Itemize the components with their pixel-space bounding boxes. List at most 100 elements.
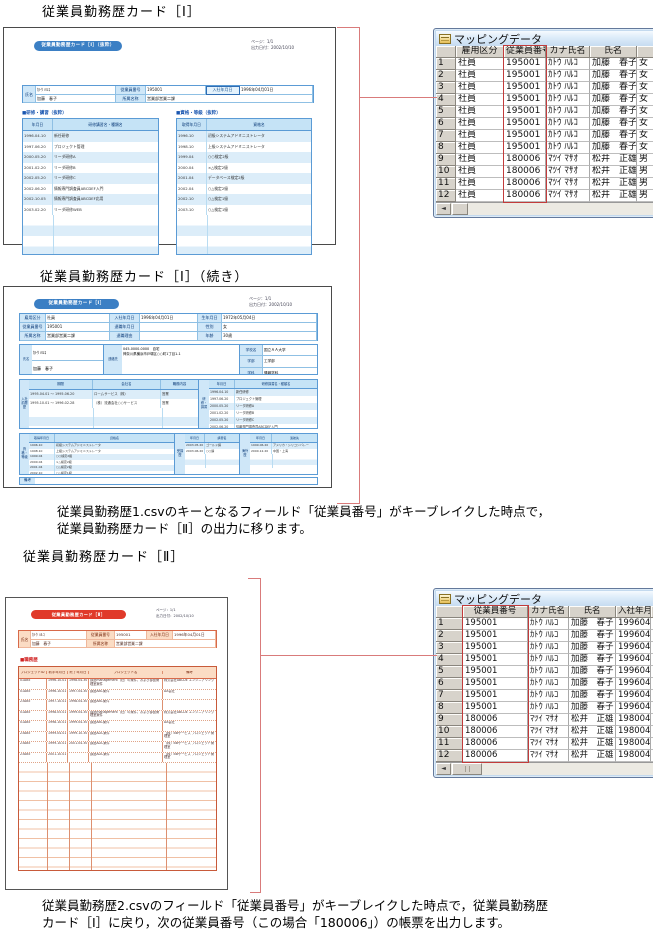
cell[interactable]: 社員 xyxy=(456,70,504,82)
cell[interactable]: 加藤 春子 xyxy=(569,690,616,702)
cell[interactable]: 加藤 春子 xyxy=(590,130,637,142)
cell[interactable]: 社員 xyxy=(456,58,504,70)
cell[interactable]: 女 xyxy=(637,70,653,82)
cell[interactable]: 松井 正雄 xyxy=(590,166,637,178)
cell[interactable]: 195001 xyxy=(463,666,528,678)
cell[interactable]: 加藤 春子 xyxy=(590,118,637,130)
grid-row[interactable]: 5 195001 ｶﾄｳ ﾊﾙｺ 加藤 春子 19960401 xyxy=(436,666,653,678)
cell[interactable]: 女 xyxy=(637,82,653,94)
cell[interactable]: 19960401 xyxy=(616,654,651,666)
grid-row[interactable]: 2 195001 ｶﾄｳ ﾊﾙｺ 加藤 春子 19960401 xyxy=(436,630,653,642)
row-number-cell[interactable]: 4 xyxy=(436,654,463,666)
row-number-cell[interactable]: 5 xyxy=(436,666,463,678)
cell[interactable]: ﾏﾂｲ ﾏｻｵ xyxy=(528,714,569,726)
cell[interactable]: 加藤 春子 xyxy=(569,642,616,654)
cell[interactable]: 加藤 春子 xyxy=(569,702,616,714)
cell[interactable]: 180006 xyxy=(504,190,546,202)
cell[interactable]: 女 xyxy=(637,118,653,130)
grid-row[interactable]: 7 社員 195001 ｶﾄｳ ﾊﾙｺ 加藤 春子 女 xyxy=(436,130,653,142)
horizontal-scrollbar[interactable]: ◄ xyxy=(436,202,653,215)
cell[interactable] xyxy=(651,678,653,690)
cell[interactable]: ｶﾄｳ ﾊﾙｺ xyxy=(528,654,569,666)
cell[interactable]: 社員 xyxy=(456,94,504,106)
cell[interactable]: ｶﾄｳ ﾊﾙｺ xyxy=(546,82,590,94)
cell[interactable]: 加藤 春子 xyxy=(590,142,637,154)
cell[interactable]: 195001 xyxy=(504,82,546,94)
cell[interactable]: ﾏﾂｲ ﾏｻｵ xyxy=(546,166,590,178)
cell[interactable]: 180006 xyxy=(504,154,546,166)
row-number-cell[interactable]: 5 xyxy=(436,106,456,118)
horizontal-scrollbar[interactable]: ◄ xyxy=(436,762,653,775)
cell[interactable]: 女 xyxy=(637,106,653,118)
cell[interactable]: 19800401 xyxy=(616,726,651,738)
cell[interactable]: 女 xyxy=(637,142,653,154)
cell[interactable]: 195001 xyxy=(504,70,546,82)
cell[interactable]: 男 xyxy=(637,178,653,190)
grid-row[interactable]: 10 社員 180006 ﾏﾂｲ ﾏｻｵ 松井 正雄 男 xyxy=(436,166,653,178)
grid-row[interactable]: 1 195001 ｶﾄｳ ﾊﾙｺ 加藤 春子 19960401 営 xyxy=(436,618,653,630)
grid-row[interactable]: 4 195001 ｶﾄｳ ﾊﾙｺ 加藤 春子 19960401 xyxy=(436,654,653,666)
cell[interactable]: ｶﾄｳ ﾊﾙｺ xyxy=(528,702,569,714)
scroll-left-button[interactable]: ◄ xyxy=(436,203,451,215)
cell[interactable]: 男 xyxy=(637,154,653,166)
cell[interactable]: 松井 正雄 xyxy=(569,726,616,738)
column-header[interactable]: 雇用区分 xyxy=(456,46,504,58)
grid-row[interactable]: 6 195001 ｶﾄｳ ﾊﾙｺ 加藤 春子 19960401 xyxy=(436,678,653,690)
column-header[interactable]: 従業員番号 xyxy=(463,606,528,618)
cell[interactable]: ﾏﾂｲ ﾏｻｵ xyxy=(546,178,590,190)
cell[interactable]: 19960401 xyxy=(616,666,651,678)
scrollbar-thumb[interactable] xyxy=(452,203,468,215)
column-header[interactable] xyxy=(651,606,653,618)
row-number-cell[interactable]: 9 xyxy=(436,714,463,726)
cell[interactable] xyxy=(651,666,653,678)
cell[interactable]: 社員 xyxy=(456,166,504,178)
cell[interactable]: 社員 xyxy=(456,142,504,154)
window-titlebar[interactable]: マッピングデータ xyxy=(436,31,653,46)
cell[interactable] xyxy=(651,642,653,654)
grid-row[interactable]: 7 195001 ｶﾄｳ ﾊﾙｺ 加藤 春子 19960401 xyxy=(436,690,653,702)
row-number-cell[interactable]: 3 xyxy=(436,82,456,94)
cell[interactable]: 19800401 xyxy=(616,750,651,762)
cell[interactable]: ｶﾄｳ ﾊﾙｺ xyxy=(528,630,569,642)
cell[interactable]: 営 xyxy=(651,618,653,630)
row-number-cell[interactable]: 2 xyxy=(436,630,463,642)
cell[interactable]: 19960401 xyxy=(616,678,651,690)
cell[interactable]: 男 xyxy=(637,166,653,178)
cell[interactable] xyxy=(651,726,653,738)
column-header[interactable]: 氏名 xyxy=(590,46,637,58)
row-number-cell[interactable]: 8 xyxy=(436,142,456,154)
cell[interactable]: ｶﾄｳ ﾊﾙｺ xyxy=(546,142,590,154)
cell[interactable]: 社員 xyxy=(456,178,504,190)
row-number-cell[interactable]: 7 xyxy=(436,130,456,142)
cell[interactable]: ｶﾄｳ ﾊﾙｺ xyxy=(528,642,569,654)
cell[interactable]: 加藤 春子 xyxy=(569,678,616,690)
cell[interactable]: 社員 xyxy=(456,190,504,202)
cell[interactable]: ｶﾄｳ ﾊﾙｺ xyxy=(546,106,590,118)
column-header[interactable]: 従業員番号 xyxy=(504,46,546,58)
grid-row[interactable]: 2 社員 195001 ｶﾄｳ ﾊﾙｺ 加藤 春子 女 xyxy=(436,70,653,82)
cell[interactable]: 195001 xyxy=(463,654,528,666)
cell[interactable]: ｶﾄｳ ﾊﾙｺ xyxy=(546,130,590,142)
cell[interactable]: ｶﾄｳ ﾊﾙｺ xyxy=(546,118,590,130)
grid-row[interactable]: 6 社員 195001 ｶﾄｳ ﾊﾙｺ 加藤 春子 女 xyxy=(436,118,653,130)
cell[interactable]: ﾏﾂｲ ﾏｻｵ xyxy=(528,750,569,762)
row-number-cell[interactable]: 12 xyxy=(436,190,456,202)
cell[interactable] xyxy=(651,750,653,762)
cell[interactable]: 195001 xyxy=(463,630,528,642)
cell[interactable]: ｶﾄｳ ﾊﾙｺ xyxy=(546,94,590,106)
cell[interactable] xyxy=(651,630,653,642)
cell[interactable]: 19800401 xyxy=(616,738,651,750)
cell[interactable]: ﾏﾂｲ ﾏｻｵ xyxy=(528,726,569,738)
grid-row[interactable]: 3 195001 ｶﾄｳ ﾊﾙｺ 加藤 春子 19960401 xyxy=(436,642,653,654)
cell[interactable]: 加藤 春子 xyxy=(590,106,637,118)
cell[interactable]: 195001 xyxy=(504,58,546,70)
cell[interactable]: 19960401 xyxy=(616,690,651,702)
column-header[interactable] xyxy=(637,46,653,58)
cell[interactable]: 加藤 春子 xyxy=(590,94,637,106)
corner-cell[interactable] xyxy=(436,46,456,58)
grid-row[interactable]: 3 社員 195001 ｶﾄｳ ﾊﾙｺ 加藤 春子 女 xyxy=(436,82,653,94)
cell[interactable]: 180006 xyxy=(504,166,546,178)
row-number-cell[interactable]: 10 xyxy=(436,166,456,178)
cell[interactable]: ｶﾄｳ ﾊﾙｺ xyxy=(528,690,569,702)
cell[interactable]: 195001 xyxy=(504,118,546,130)
